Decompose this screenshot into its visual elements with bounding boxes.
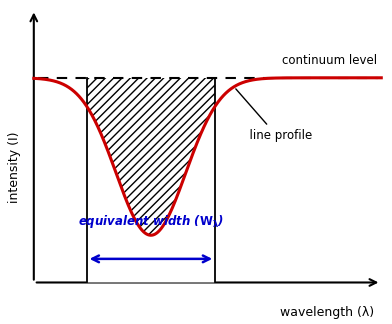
Text: continuum level: continuum level: [282, 54, 377, 67]
Text: equivalent width ($\mathbf{W_{\lambda}}$): equivalent width ($\mathbf{W_{\lambda}}$…: [78, 213, 224, 230]
Text: intensity (I): intensity (I): [8, 131, 22, 203]
Bar: [87, 78, 215, 283]
Text: line profile: line profile: [236, 89, 312, 142]
Text: wavelength (λ): wavelength (λ): [279, 306, 374, 319]
